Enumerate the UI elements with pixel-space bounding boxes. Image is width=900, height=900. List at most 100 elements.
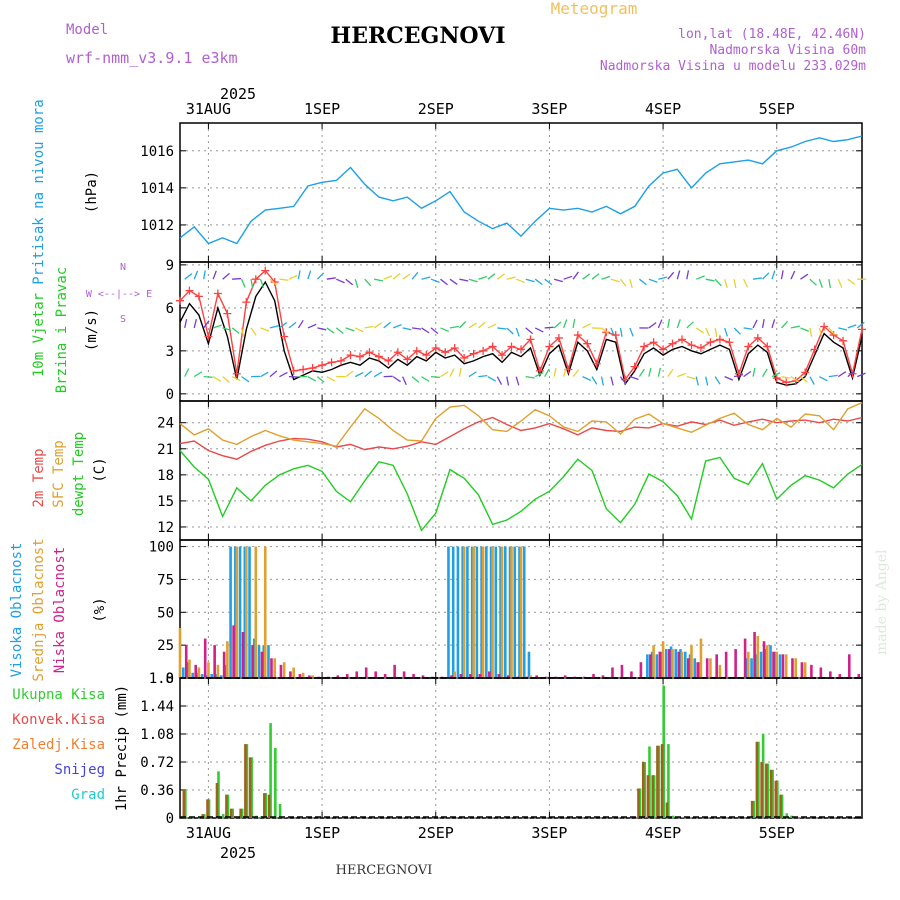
wind-arrow xyxy=(212,376,222,382)
wind-arrow xyxy=(345,278,354,286)
bar-visoka-oblacnost xyxy=(522,546,526,678)
bar-niska-oblacnost xyxy=(298,674,302,678)
wind-arrow xyxy=(553,278,563,283)
bar-srednja-oblacnost xyxy=(178,628,182,678)
y-tick-label: 12 xyxy=(157,520,174,536)
wind-arrow xyxy=(837,371,847,378)
bar-ukupna-kisa xyxy=(766,763,770,818)
y-tick-label: 50 xyxy=(157,605,174,621)
bar-niska-oblacnost xyxy=(194,664,198,678)
y-tick-label: 1.8 xyxy=(149,671,174,687)
wind-arrow xyxy=(657,319,663,329)
gust-marker xyxy=(365,348,374,357)
bar-visoka-oblacnost xyxy=(181,667,185,678)
bar-visoka-oblacnost xyxy=(248,546,251,678)
wind-arrow xyxy=(781,320,789,329)
bar-niska-oblacnost xyxy=(393,664,396,678)
wind-arrow xyxy=(288,321,297,329)
bar-visoka-oblacnost xyxy=(238,546,242,678)
gust-marker xyxy=(251,275,260,284)
wind-arrow xyxy=(695,275,705,280)
bar-ukupna-kisa xyxy=(771,769,774,818)
wind-arrow xyxy=(279,278,289,281)
bar-niska-oblacnost xyxy=(734,649,737,678)
wind-arrow xyxy=(818,327,823,337)
wind-arrow xyxy=(562,367,567,377)
cloud-unit: (%) xyxy=(92,597,108,622)
bar-ukupna-kisa xyxy=(274,748,277,818)
bar-srednja-oblacnost xyxy=(747,651,750,678)
gust-marker xyxy=(545,342,554,351)
wind-arrow xyxy=(638,368,645,377)
top-day-label: 1SEP xyxy=(304,100,340,118)
gust-marker xyxy=(289,366,298,375)
gust-marker xyxy=(450,343,459,352)
y-tick-label: 1016 xyxy=(140,144,174,160)
gust-marker xyxy=(393,348,402,357)
bar-visoka-oblacnost xyxy=(224,664,228,678)
wind-arrow xyxy=(743,278,749,288)
gust-marker xyxy=(573,331,582,340)
gust-marker xyxy=(772,374,781,383)
wind-arrow xyxy=(657,367,662,377)
gust-marker xyxy=(848,369,857,378)
wind-arrow xyxy=(345,327,355,332)
wind-arrow xyxy=(516,278,525,284)
gust-marker xyxy=(327,358,336,367)
gust-marker xyxy=(659,345,668,354)
bar-konvek-kisa xyxy=(182,790,186,818)
bar-niska-oblacnost xyxy=(563,675,567,678)
wind-arrow xyxy=(544,326,554,329)
gust-marker xyxy=(422,351,431,360)
wind-arrow xyxy=(761,318,765,329)
pressure-unit: (hPa) xyxy=(84,171,100,213)
wind-arrow xyxy=(847,324,857,329)
top-day-label: 2SEP xyxy=(418,100,454,118)
y-tick-label: 100 xyxy=(149,540,174,556)
gust-marker xyxy=(412,346,421,355)
bottom-year: 2025 xyxy=(220,844,256,862)
wind-arrow xyxy=(809,278,817,286)
gust-marker xyxy=(479,346,488,355)
wind-arrow xyxy=(857,372,866,378)
bar-srednja-oblacnost xyxy=(263,546,267,678)
wind-arrow xyxy=(563,275,573,280)
bar-niska-oblacnost xyxy=(450,675,453,678)
wind-arrow xyxy=(544,278,553,286)
bar-visoka-oblacnost xyxy=(252,638,256,678)
bar-ukupna-kisa xyxy=(643,762,647,818)
series-line-wind-speed xyxy=(179,280,863,386)
bar-niska-oblacnost xyxy=(364,667,368,678)
legend-hail: Grad xyxy=(71,787,105,803)
station-title: HERCEGNOVI xyxy=(330,23,505,49)
wind-arrow xyxy=(591,376,598,385)
wind-arrow xyxy=(193,371,203,378)
wind-arrow xyxy=(222,376,230,383)
wind-arrow xyxy=(601,275,611,280)
bar-niska-oblacnost xyxy=(506,675,510,678)
wind-arrow xyxy=(714,278,722,287)
y-tick-label: 1014 xyxy=(140,181,174,197)
bar-konvek-kisa xyxy=(641,762,645,818)
bar-konvek-kisa xyxy=(769,769,773,818)
wind-arrow xyxy=(695,327,705,334)
gust-marker xyxy=(460,354,469,363)
wind-arrow xyxy=(288,274,298,280)
wind-arrow xyxy=(440,327,450,333)
top-day-label: 3SEP xyxy=(531,100,567,118)
bar-srednja-oblacnost xyxy=(709,658,712,678)
bar-visoka-oblacnost xyxy=(669,646,673,678)
bar-niska-oblacnost xyxy=(203,638,207,678)
bar-srednja-oblacnost xyxy=(216,664,220,678)
bar-srednja-oblacnost xyxy=(794,658,797,678)
y-tick-label: 75 xyxy=(157,572,174,588)
wind-arrow xyxy=(402,376,407,386)
bar-ukupna-kisa xyxy=(757,741,760,818)
wind-arrow xyxy=(582,273,591,280)
wind-arrow xyxy=(411,376,420,383)
wind-arrow xyxy=(733,279,737,289)
top-year: 2025 xyxy=(220,85,256,103)
bottom-day-label: 5SEP xyxy=(759,824,795,842)
wind-arrow xyxy=(828,279,832,289)
wind-arrow xyxy=(487,376,497,382)
